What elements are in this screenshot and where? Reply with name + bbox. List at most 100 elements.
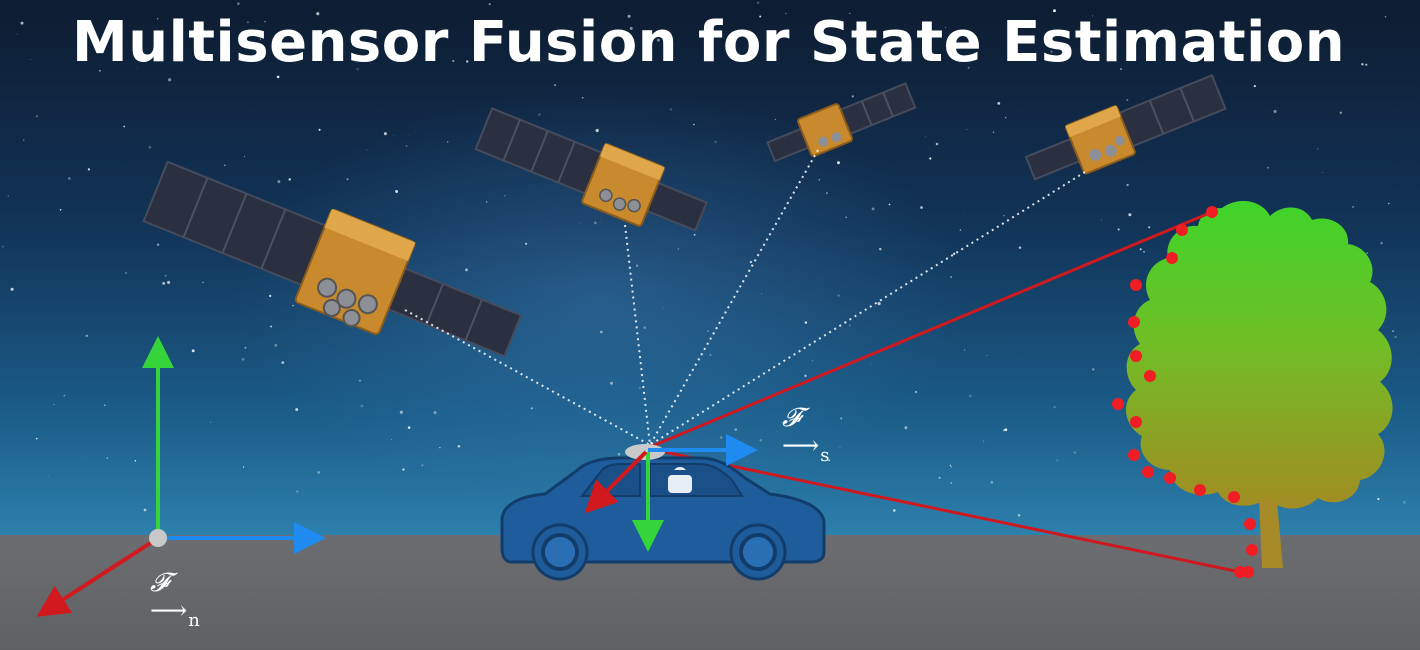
star [143,508,147,512]
satellite-icon [474,107,708,232]
page-title: Multisensor Fusion for State Estimation [72,10,1346,75]
star [1191,58,1195,62]
star [1117,228,1120,231]
star [888,203,891,206]
star [935,142,939,146]
star [677,248,679,250]
lidar-point [1128,449,1140,461]
star [1005,116,1007,119]
star [123,125,126,128]
navigation-frame-axes [36,336,326,617]
star [1092,368,1095,371]
lidar-point [1112,398,1124,410]
star [346,178,349,181]
star [581,96,584,99]
nav-axis-depth [36,536,160,617]
star [264,21,266,23]
nav-frame-origin [149,529,167,547]
star [106,457,108,459]
lidar-point [1246,544,1258,556]
star [134,459,137,462]
star [164,274,167,277]
star [405,145,408,147]
star [1004,428,1008,432]
star [643,326,646,329]
sensor-frame-label: 𝓕 ⟶ s [782,405,830,465]
star [617,452,621,456]
lidar-point [1228,491,1240,503]
sensor-frame-axes [584,434,758,552]
star [390,34,392,36]
star [837,294,840,297]
star [53,403,55,405]
lidar-point [1206,206,1218,218]
star [156,243,160,246]
lidar-point [1128,316,1140,328]
star [968,394,972,398]
star [270,325,273,328]
star [317,471,321,474]
satellite-icon [142,160,523,358]
star [662,307,664,309]
star [168,78,172,82]
star [366,149,368,151]
lidar-point [1164,472,1176,484]
star [452,59,455,63]
star [804,321,808,324]
star [1388,202,1390,205]
lidar-point [1130,350,1142,362]
star [870,363,872,365]
lidar-point [1130,416,1142,428]
star [1392,330,1394,332]
star [1148,226,1151,229]
star [35,115,38,118]
star [760,293,762,295]
star [629,26,633,30]
star [63,395,65,397]
star [485,201,488,203]
star [48,476,49,477]
star [959,229,962,231]
star [148,146,152,149]
satellite-icon [1024,74,1227,181]
star [1339,111,1342,114]
star [915,390,918,394]
star [1,245,4,248]
star [997,102,1001,105]
star [986,354,988,357]
star [734,428,738,431]
star [1139,248,1142,251]
star [16,33,18,35]
star [938,476,941,479]
star [383,132,387,136]
star [296,490,299,493]
star [709,371,710,372]
star [693,123,695,126]
star [1253,85,1256,88]
star [447,141,449,143]
star [99,70,101,72]
star [826,192,828,195]
star [191,349,195,353]
star [949,464,952,467]
star [1267,166,1269,169]
star [103,404,106,407]
star [67,177,71,180]
star [840,417,843,420]
star [990,481,994,484]
star [839,446,841,448]
star [1322,172,1323,174]
star [963,30,966,33]
star [1126,183,1129,187]
satellite-icon [766,82,917,163]
star [983,440,985,442]
sensor-axis-lateral [584,450,648,514]
star [836,161,841,165]
star [719,436,723,439]
star [466,60,469,63]
star [1056,459,1059,462]
star [635,264,639,267]
star [1003,215,1005,217]
star [338,43,340,45]
